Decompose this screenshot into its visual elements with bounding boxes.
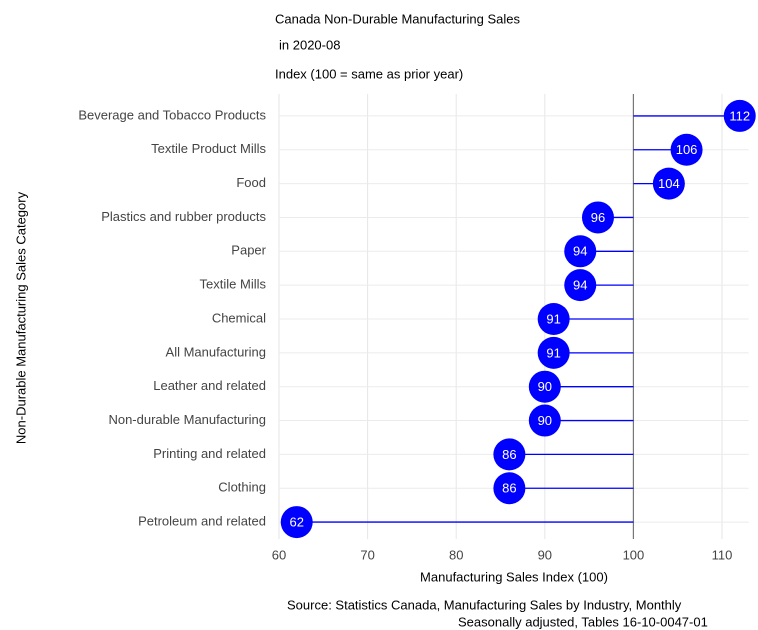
data-label: 62 [289, 515, 303, 530]
data-label: 86 [502, 481, 516, 496]
y-tick-label: Food [236, 175, 266, 190]
dot [564, 269, 597, 302]
x-tick-label: 90 [538, 547, 552, 562]
data-label: 94 [573, 278, 587, 293]
caption: Source: Statistics Canada, Manufacturing… [287, 597, 682, 612]
x-tick-label: 100 [623, 547, 645, 562]
dot [670, 133, 703, 166]
y-tick-label: Clothing [218, 480, 266, 495]
x-tick-label: 60 [272, 547, 286, 562]
dot [652, 167, 685, 200]
data-label: 104 [658, 176, 680, 191]
x-axis-label: Manufacturing Sales Index (100) [420, 569, 608, 584]
y-tick-label: Chemical [212, 310, 266, 325]
data-label: 91 [546, 311, 560, 326]
dot [564, 235, 597, 268]
data-label: 106 [676, 142, 698, 157]
dot [493, 438, 526, 471]
y-tick-label: Non-durable Manufacturing [108, 412, 266, 427]
dot [280, 506, 313, 539]
data-label: 96 [591, 210, 605, 225]
x-tick-label: 110 [712, 547, 733, 562]
y-tick-label: Textile Product Mills [151, 141, 266, 156]
x-tick-label: 70 [360, 547, 374, 562]
data-label: 94 [573, 244, 587, 259]
y-tick-label: Leather and related [153, 378, 266, 393]
y-tick-label: Paper [231, 243, 266, 258]
dot [723, 99, 756, 132]
y-tick-label: All Manufacturing [166, 344, 266, 359]
caption: Seasonally adjusted, Tables 16-10-0047-0… [458, 614, 708, 629]
data-label: 86 [502, 447, 516, 462]
chart-title: Canada Non-Durable Manufacturing Sales [275, 11, 520, 26]
y-tick-label: Petroleum and related [138, 514, 266, 529]
dot [528, 370, 561, 403]
chart-title: in 2020-08 [279, 37, 340, 52]
data-label: 90 [538, 413, 552, 428]
y-tick-label: Textile Mills [200, 277, 267, 292]
dot [537, 336, 570, 369]
y-axis-label: Non-Durable Manufacturing Sales Category [13, 191, 28, 444]
dot [528, 404, 561, 437]
dot [537, 303, 570, 335]
y-tick-label: Beverage and Tobacco Products [78, 107, 266, 122]
data-label: 91 [546, 345, 560, 360]
y-tick-label: Plastics and rubber products [101, 209, 266, 224]
x-tick-label: 80 [449, 547, 463, 562]
data-label: 90 [538, 379, 552, 394]
dot [493, 472, 526, 505]
y-tick-label: Printing and related [153, 446, 266, 461]
chart-subtitle: Index (100 = same as prior year) [275, 66, 463, 81]
data-label: 112 [729, 108, 750, 123]
dot [581, 201, 614, 234]
